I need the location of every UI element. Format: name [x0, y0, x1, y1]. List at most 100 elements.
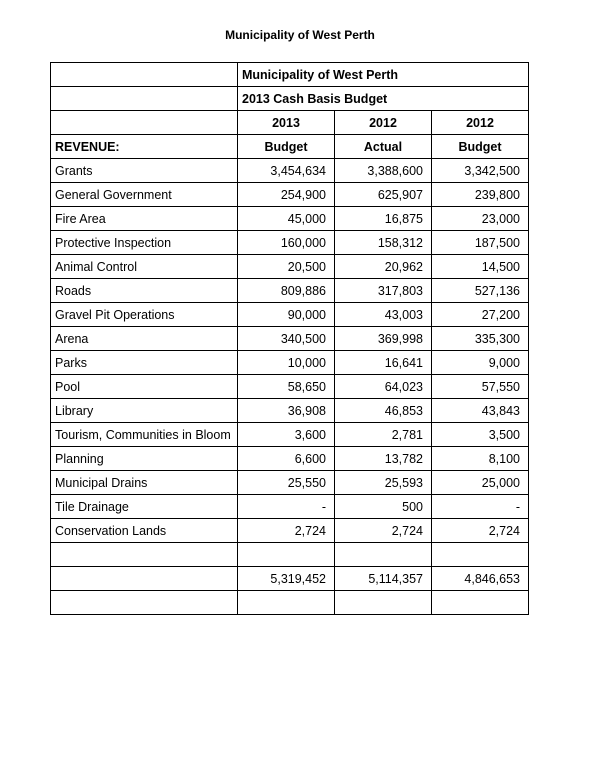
row-label: Parks: [51, 351, 238, 375]
row-v1: 809,886: [238, 279, 335, 303]
row-v3: 335,300: [432, 327, 529, 351]
table-row: Grants3,454,6343,388,6003,342,500: [51, 159, 529, 183]
row-v1: 2,724: [238, 519, 335, 543]
row-label: Animal Control: [51, 255, 238, 279]
row-v3: 187,500: [432, 231, 529, 255]
row-v2: 317,803: [335, 279, 432, 303]
row-v2: 43,003: [335, 303, 432, 327]
table-row: Roads809,886317,803527,136: [51, 279, 529, 303]
row-label: Library: [51, 399, 238, 423]
row-label: Arena: [51, 327, 238, 351]
row-v2: 625,907: [335, 183, 432, 207]
row-v3: 2,724: [432, 519, 529, 543]
row-v2: 3,388,600: [335, 159, 432, 183]
row-v1: 20,500: [238, 255, 335, 279]
table-row: Protective Inspection160,000158,312187,5…: [51, 231, 529, 255]
row-label: Planning: [51, 447, 238, 471]
row-v3: 3,342,500: [432, 159, 529, 183]
row-v2: 16,875: [335, 207, 432, 231]
row-label: Conservation Lands: [51, 519, 238, 543]
year-3: 2012: [432, 111, 529, 135]
row-v3: 3,500: [432, 423, 529, 447]
header-subtitle-row: 2013 Cash Basis Budget: [51, 87, 529, 111]
row-label: Fire Area: [51, 207, 238, 231]
row-v1: 10,000: [238, 351, 335, 375]
row-v3: 23,000: [432, 207, 529, 231]
section-label: REVENUE:: [51, 135, 238, 159]
blank-row: [51, 591, 529, 615]
table-row: Planning6,60013,7828,100: [51, 447, 529, 471]
row-v3: 8,100: [432, 447, 529, 471]
total-1: 5,319,452: [238, 567, 335, 591]
row-v1: 254,900: [238, 183, 335, 207]
header-colheads-row: REVENUE: Budget Actual Budget: [51, 135, 529, 159]
row-v1: 6,600: [238, 447, 335, 471]
table-row: Tourism, Communities in Bloom3,6002,7813…: [51, 423, 529, 447]
table-row: Animal Control20,50020,96214,500: [51, 255, 529, 279]
row-label: Gravel Pit Operations: [51, 303, 238, 327]
table-row: Tile Drainage-500-: [51, 495, 529, 519]
row-v3: 43,843: [432, 399, 529, 423]
row-v1: 340,500: [238, 327, 335, 351]
row-v2: 2,724: [335, 519, 432, 543]
table-row: General Government254,900625,907239,800: [51, 183, 529, 207]
blank-row: [51, 543, 529, 567]
blank-cell: [51, 87, 238, 111]
table-row: Municipal Drains25,55025,59325,000: [51, 471, 529, 495]
row-v3: 527,136: [432, 279, 529, 303]
table-row: Library36,90846,85343,843: [51, 399, 529, 423]
row-v1: 45,000: [238, 207, 335, 231]
header-years-row: 2013 2012 2012: [51, 111, 529, 135]
row-v3: 239,800: [432, 183, 529, 207]
total-2: 5,114,357: [335, 567, 432, 591]
colhead-3: Budget: [432, 135, 529, 159]
year-2: 2012: [335, 111, 432, 135]
row-v2: 16,641: [335, 351, 432, 375]
row-v3: 14,500: [432, 255, 529, 279]
table-row: Pool58,65064,02357,550: [51, 375, 529, 399]
row-v2: 46,853: [335, 399, 432, 423]
org-cell: Municipality of West Perth: [238, 63, 529, 87]
totals-row: 5,319,452 5,114,357 4,846,653: [51, 567, 529, 591]
row-v2: 25,593: [335, 471, 432, 495]
row-label: Municipal Drains: [51, 471, 238, 495]
row-v1: -: [238, 495, 335, 519]
table-row: Fire Area45,00016,87523,000: [51, 207, 529, 231]
row-label: General Government: [51, 183, 238, 207]
blank-cell: [51, 63, 238, 87]
row-label: Roads: [51, 279, 238, 303]
budget-table: Municipality of West Perth 2013 Cash Bas…: [50, 62, 529, 615]
row-v2: 500: [335, 495, 432, 519]
table-row: Conservation Lands2,7242,7242,724: [51, 519, 529, 543]
table-row: Gravel Pit Operations90,00043,00327,200: [51, 303, 529, 327]
row-v2: 13,782: [335, 447, 432, 471]
row-v1: 3,454,634: [238, 159, 335, 183]
row-v2: 369,998: [335, 327, 432, 351]
row-v1: 90,000: [238, 303, 335, 327]
row-v3: 9,000: [432, 351, 529, 375]
subtitle-cell: 2013 Cash Basis Budget: [238, 87, 529, 111]
row-v3: 27,200: [432, 303, 529, 327]
row-v3: 57,550: [432, 375, 529, 399]
page-title: Municipality of West Perth: [0, 28, 600, 42]
row-label: Pool: [51, 375, 238, 399]
row-v1: 3,600: [238, 423, 335, 447]
year-1: 2013: [238, 111, 335, 135]
row-label: Grants: [51, 159, 238, 183]
total-3: 4,846,653: [432, 567, 529, 591]
table-row: Arena340,500369,998335,300: [51, 327, 529, 351]
row-v1: 58,650: [238, 375, 335, 399]
row-v2: 158,312: [335, 231, 432, 255]
row-v1: 160,000: [238, 231, 335, 255]
row-label: Tourism, Communities in Bloom: [51, 423, 238, 447]
row-v2: 64,023: [335, 375, 432, 399]
blank-cell: [51, 111, 238, 135]
colhead-2: Actual: [335, 135, 432, 159]
row-v3: 25,000: [432, 471, 529, 495]
row-v3: -: [432, 495, 529, 519]
row-v1: 25,550: [238, 471, 335, 495]
header-org-row: Municipality of West Perth: [51, 63, 529, 87]
row-label: Tile Drainage: [51, 495, 238, 519]
row-label: Protective Inspection: [51, 231, 238, 255]
table-row: Parks10,00016,6419,000: [51, 351, 529, 375]
